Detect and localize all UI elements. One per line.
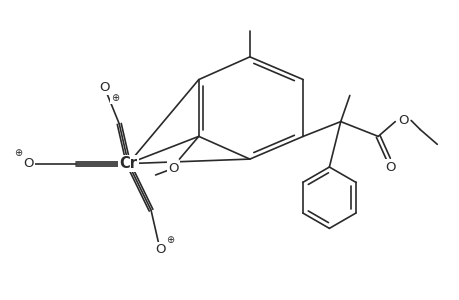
Text: O: O	[23, 157, 34, 170]
Text: ⊕: ⊕	[111, 93, 118, 103]
Text: O: O	[99, 81, 110, 94]
Text: O: O	[155, 244, 165, 256]
Text: ⊕: ⊕	[166, 235, 174, 245]
Text: O: O	[397, 114, 408, 127]
Text: O: O	[385, 160, 395, 173]
Text: ⊕: ⊕	[14, 148, 22, 158]
Text: O: O	[168, 162, 179, 175]
Text: Cr: Cr	[119, 156, 137, 171]
